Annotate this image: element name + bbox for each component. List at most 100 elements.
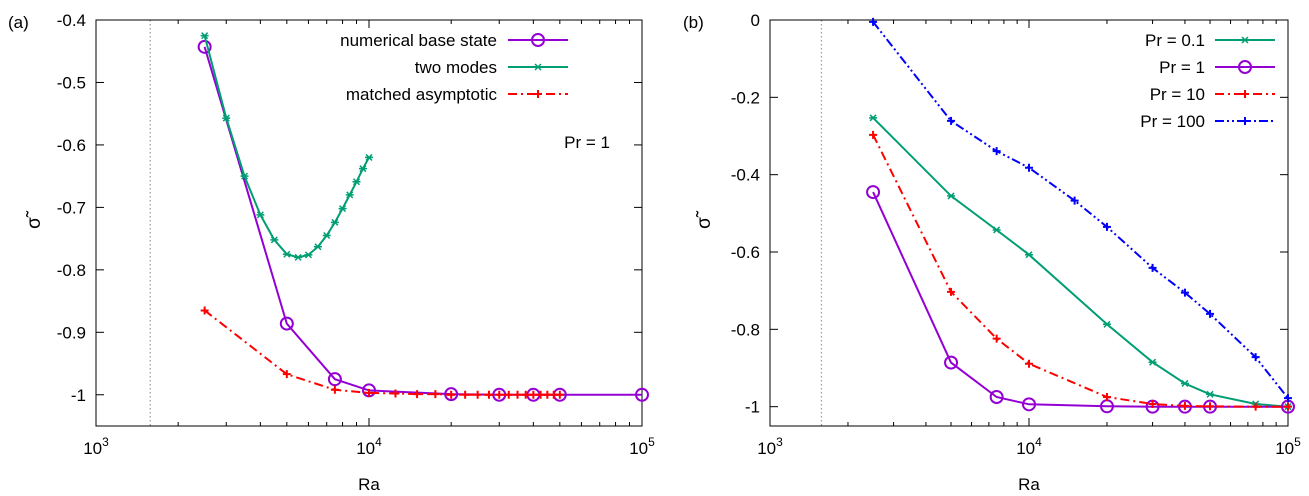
data-point xyxy=(1180,288,1189,297)
data-point xyxy=(992,147,1001,156)
series-line xyxy=(203,309,560,396)
data-point xyxy=(1148,399,1157,408)
data-point xyxy=(322,231,331,240)
series-2 xyxy=(200,32,373,261)
data-point xyxy=(256,211,265,219)
series-3 xyxy=(200,306,564,399)
y-tick-label: -1 xyxy=(71,386,86,405)
y-tick-label: -0.6 xyxy=(731,243,760,262)
x-tick-label: 103 xyxy=(83,435,109,458)
legend-label: two modes xyxy=(415,58,497,77)
data-point xyxy=(240,172,249,180)
legend-label: Pr = 10 xyxy=(1150,85,1205,104)
x-tick-label: 104 xyxy=(356,435,382,458)
data-point xyxy=(869,114,878,122)
legend-label: Pr = 100 xyxy=(1140,112,1205,131)
plot-frame xyxy=(95,19,643,427)
legend-label: Pr = 0.1 xyxy=(1145,31,1205,50)
data-point xyxy=(869,130,878,139)
data-point xyxy=(555,390,564,399)
panel-label: (b) xyxy=(683,13,704,32)
legend-marker xyxy=(1241,117,1249,125)
data-point xyxy=(431,390,440,399)
y-axis-label: σ̃ xyxy=(24,210,45,229)
data-point xyxy=(992,334,1001,343)
data-point xyxy=(358,165,367,173)
legend-label: matched asymptotic xyxy=(346,85,498,104)
data-point xyxy=(270,236,279,244)
data-point xyxy=(365,153,373,161)
data-point xyxy=(282,370,291,379)
y-tick-label: -0.7 xyxy=(57,198,86,217)
data-point xyxy=(992,226,1001,234)
data-point xyxy=(200,32,209,40)
data-point xyxy=(200,306,209,315)
series-line xyxy=(203,35,370,259)
chart-panel-2: (b) 0 -0.2 -0.4 -0.6 -0.8 -1 103 104 105 Ra σ̃ Pr = … xyxy=(683,11,1301,494)
data-point xyxy=(1180,401,1189,410)
data-point xyxy=(365,388,373,397)
data-point xyxy=(473,390,482,399)
data-point xyxy=(947,287,956,296)
data-point xyxy=(313,243,322,251)
data-point xyxy=(279,316,294,331)
data-point xyxy=(484,390,493,399)
data-point xyxy=(513,390,522,399)
chart-panel-1: (a) -0.4 -0.5 -0.6 -0.7 -0.8 -0.9 -1 103 104 105 Ra… xyxy=(8,11,655,494)
series-line xyxy=(872,21,1289,399)
y-tick-label: -0.4 xyxy=(731,166,760,185)
data-point xyxy=(1025,163,1033,172)
data-point xyxy=(866,185,881,200)
y-tick-label: -0.8 xyxy=(731,320,760,339)
series-3 xyxy=(869,130,1292,411)
data-point xyxy=(1206,402,1215,411)
data-point xyxy=(413,390,422,399)
panel-label: (a) xyxy=(8,13,29,32)
data-point xyxy=(1284,402,1292,411)
data-point xyxy=(1102,222,1111,231)
data-point xyxy=(947,192,956,200)
series-4 xyxy=(869,17,1292,403)
data-point xyxy=(536,390,545,399)
legend-marker xyxy=(534,90,542,98)
legend-marker xyxy=(1238,60,1252,74)
legend-marker xyxy=(531,33,545,47)
x-tick-label: 105 xyxy=(629,435,655,458)
y-tick-label: -1 xyxy=(745,398,760,417)
data-point xyxy=(989,390,1004,404)
legend-label: Pr = 1 xyxy=(1159,58,1205,77)
data-point xyxy=(1025,359,1033,368)
data-point xyxy=(294,253,303,261)
legend-marker xyxy=(1241,36,1249,44)
data-point xyxy=(330,385,339,394)
data-point xyxy=(1102,320,1111,328)
series-line xyxy=(872,117,1289,408)
x-axis-label: Ra xyxy=(358,475,380,494)
data-point xyxy=(869,17,878,26)
y-tick-label: -0.2 xyxy=(731,88,760,107)
data-point xyxy=(947,116,956,125)
legend-marker xyxy=(1241,90,1249,98)
data-point xyxy=(327,372,342,387)
y-tick-label: -0.5 xyxy=(57,73,86,92)
data-point xyxy=(304,251,313,259)
legend-marker xyxy=(534,63,542,71)
data-point xyxy=(1206,390,1215,398)
data-point xyxy=(391,389,400,398)
data-point xyxy=(1206,309,1215,318)
data-point xyxy=(282,250,291,258)
y-tick-label: -0.8 xyxy=(57,261,86,280)
x-axis-label: Ra xyxy=(1018,475,1040,494)
data-point xyxy=(1102,393,1111,401)
data-point xyxy=(504,390,513,399)
x-tick-label: 103 xyxy=(757,435,783,458)
data-point xyxy=(345,191,354,199)
data-point xyxy=(461,390,470,399)
series-1 xyxy=(869,114,1292,411)
y-tick-label: 0 xyxy=(751,11,760,30)
data-point xyxy=(944,355,959,370)
y-tick-label: -0.9 xyxy=(57,323,86,342)
data-point xyxy=(635,387,649,402)
data-point xyxy=(1251,353,1260,362)
data-point xyxy=(197,39,212,54)
